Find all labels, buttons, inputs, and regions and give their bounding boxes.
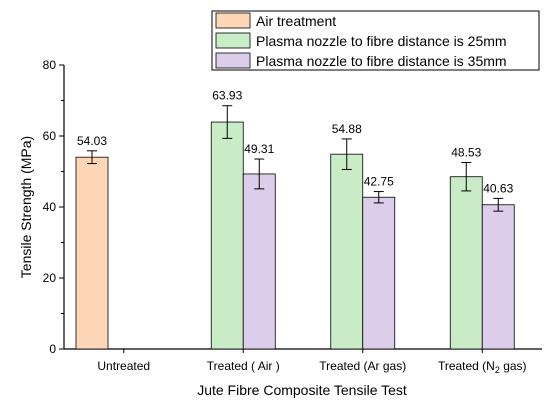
x-tick-label: Untreated: [97, 359, 150, 373]
y-tick-label: 60: [43, 129, 57, 143]
data-label: 54.88: [332, 122, 362, 136]
data-label: 63.93: [212, 89, 242, 103]
bar: [330, 153, 364, 350]
bar: [75, 156, 109, 350]
data-label: 54.03: [77, 134, 107, 148]
bars: [75, 121, 515, 350]
y-tick-label: 80: [43, 58, 57, 72]
y-tick-label: 0: [49, 342, 56, 356]
legend-label-air-treatment: Air treatment: [256, 13, 336, 29]
legend-swatch-25mm: [215, 32, 251, 49]
legend-label-35mm: Plasma nozzle to fibre distance is 35mm: [256, 53, 507, 69]
y-ticks: 0 20 40 60 80: [43, 58, 64, 356]
x-ticks: Untreated Treated ( Air ) Treated (Ar gas)…: [97, 349, 527, 375]
x-tick-label: Treated (Ar gas): [319, 359, 406, 373]
x-tick-label: Treated ( Air ): [207, 359, 280, 373]
y-tick-label: 20: [43, 271, 57, 285]
data-label: 48.53: [451, 146, 481, 160]
data-label: 49.31: [244, 142, 274, 156]
legend-swatch-35mm: [215, 52, 251, 69]
data-label: 42.75: [364, 175, 394, 189]
legend-box: [211, 10, 540, 71]
bar: [362, 196, 396, 350]
bar: [242, 173, 276, 350]
legend: Air treatment Plasma nozzle to fibre dis…: [211, 10, 540, 71]
bar: [449, 176, 483, 350]
bar: [210, 121, 244, 350]
y-axis-title: Tensile Strength (MPa): [18, 136, 34, 278]
x-tick-label: Treated (N2 gas): [438, 359, 527, 375]
data-labels: 54.03 63.93 49.31 54.88 42.75 48.53 40.63: [77, 89, 514, 196]
x-axis-title: Jute Fibre Composite Tensile Test: [197, 382, 407, 398]
legend-label-25mm: Plasma nozzle to fibre distance is 25mm: [256, 33, 507, 49]
error-bars: [87, 105, 504, 212]
legend-swatch-air-treatment: [215, 12, 251, 29]
data-label: 40.63: [483, 181, 513, 195]
y-tick-label: 40: [43, 200, 57, 214]
bar: [481, 204, 515, 350]
